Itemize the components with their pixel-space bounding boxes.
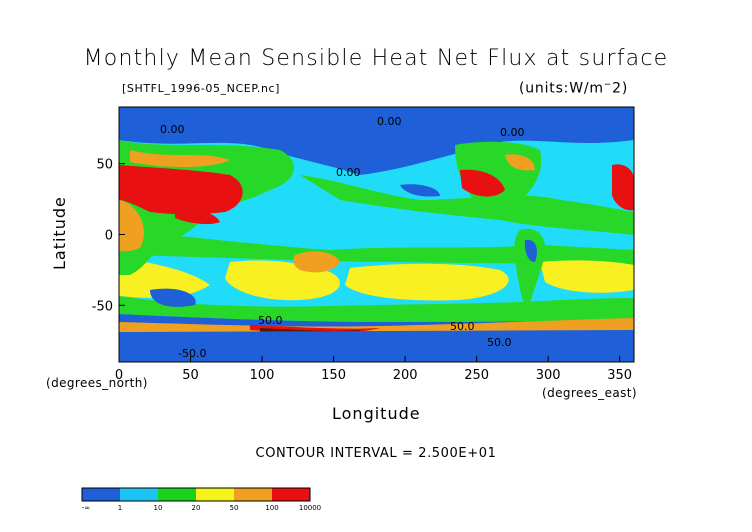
x-units-note: (degrees_east)	[542, 386, 637, 400]
colorbar: -∞ 1 10 20 50 100 10000	[81, 487, 321, 512]
y-tick-label: 50	[96, 158, 113, 173]
y-tick-label: -50	[92, 299, 113, 314]
x-tick-label: 0	[115, 368, 123, 383]
contour-label: 0.00	[500, 126, 525, 139]
x-tick-label: 50	[182, 368, 199, 383]
colorbar-label: -∞	[82, 504, 90, 512]
contour-label: 50.0	[450, 320, 475, 333]
map-title: Monthly Mean Sensible Heat Net Flux at s…	[83, 46, 669, 71]
map-field	[119, 107, 634, 362]
y-tick-label: 0	[105, 229, 113, 244]
units-label: (units:W/m−2)	[519, 80, 629, 97]
contour-label: 0.00	[377, 115, 402, 128]
contour-label: 0.00	[336, 166, 361, 179]
y-axis-label: Latitude	[50, 196, 69, 270]
x-tick-label: 150	[321, 368, 346, 383]
x-axis-ticks: 0 50 100 150 200 250 300 350	[115, 356, 632, 383]
colorbar-label: 1	[118, 504, 122, 512]
x-tick-label: 350	[607, 368, 632, 383]
colorbar-label: 20	[192, 504, 201, 512]
file-label: [SHTFL_1996-05_NCEP.nc]	[122, 82, 281, 95]
colorbar-swatch	[158, 488, 196, 501]
contour-label: 50.0	[258, 314, 283, 327]
colorbar-swatch	[272, 488, 310, 501]
contour-label: -50.0	[178, 347, 206, 360]
x-axis-label: Longitude	[332, 404, 421, 423]
x-tick-label: 250	[464, 368, 489, 383]
x-tick-label: 200	[393, 368, 418, 383]
contour-label: 0.00	[160, 123, 185, 136]
colorbar-frame	[81, 487, 311, 502]
colorbar-swatch	[82, 488, 120, 501]
colorbar-swatch	[120, 488, 158, 501]
contour-label: 50.0	[487, 336, 512, 349]
x-tick-label: 100	[250, 368, 275, 383]
colorbar-label: 100	[265, 504, 278, 512]
contour-interval: CONTOUR INTERVAL = 2.500E+01	[255, 446, 497, 461]
colorbar-label: 10000	[299, 504, 321, 512]
colorbar-swatch	[196, 488, 234, 501]
colorbar-label: 50	[230, 504, 239, 512]
x-tick-label: 300	[536, 368, 561, 383]
y-axis-ticks: 50 0 -50	[92, 158, 125, 314]
colorbar-swatch	[234, 488, 272, 501]
colorbar-label: 10	[154, 504, 163, 512]
y-units-note: (degrees_north)	[46, 376, 148, 390]
